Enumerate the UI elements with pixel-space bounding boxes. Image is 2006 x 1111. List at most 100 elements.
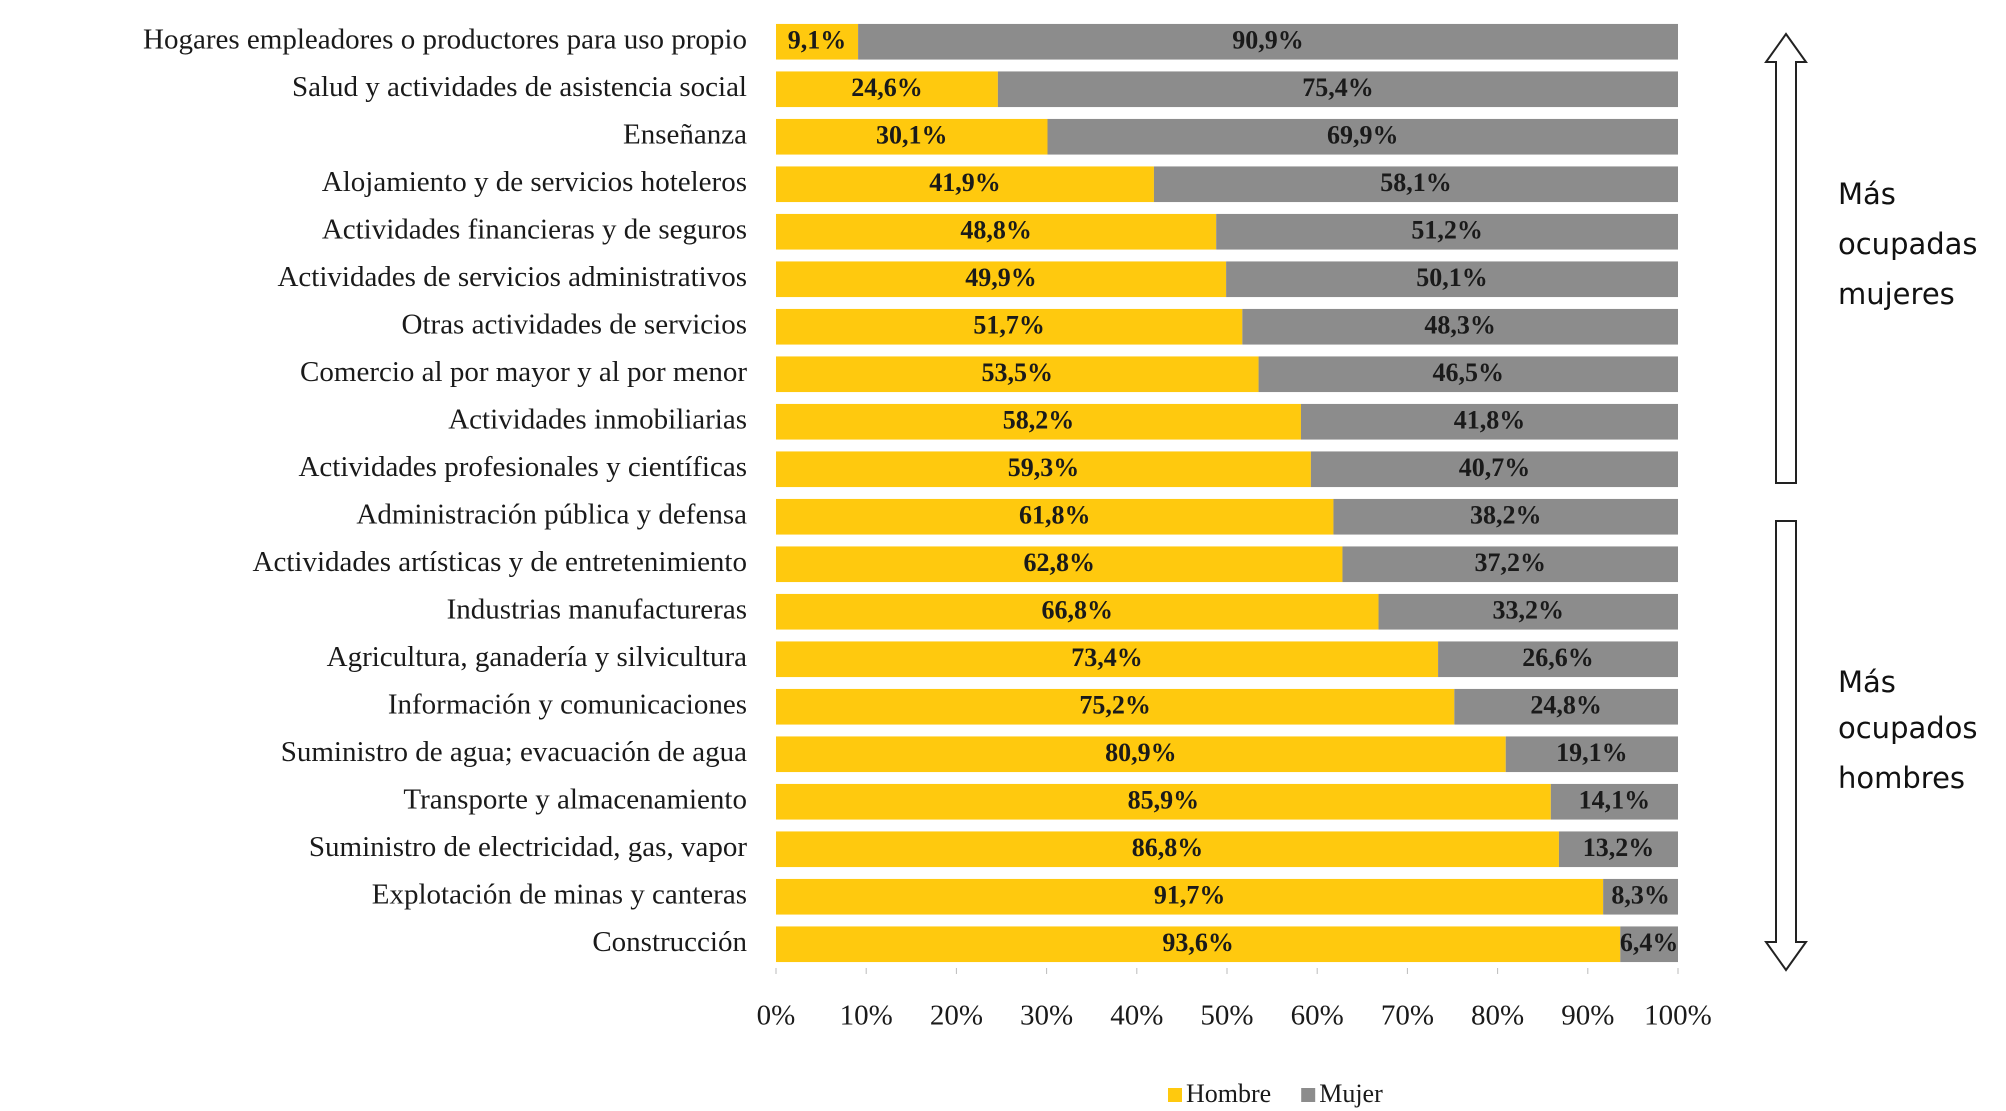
bar-segment: [1550, 783, 1678, 820]
value-label: 53,5%: [982, 358, 1054, 387]
bar-segment: [1242, 308, 1678, 345]
bar-segment: [776, 688, 1455, 725]
value-label: 37,2%: [1474, 548, 1546, 577]
value-label: 58,1%: [1380, 168, 1452, 197]
bar-segment: [776, 308, 1243, 345]
bar-segment: [776, 23, 859, 60]
legend-swatch: [1168, 1088, 1182, 1102]
bar-segment: [776, 403, 1301, 440]
value-label: 85,9%: [1128, 786, 1200, 815]
value-label: 6,4%: [1620, 928, 1679, 957]
arrow-up: [1764, 32, 1808, 484]
category-label: Actividades artísticas y de entretenimie…: [253, 546, 747, 578]
bar-segment: [1226, 261, 1678, 298]
value-label: 73,4%: [1071, 643, 1143, 672]
legend-swatch: [1301, 1088, 1316, 1102]
x-tick-label: 50%: [1200, 1000, 1253, 1032]
x-tick-label: 70%: [1381, 1000, 1434, 1032]
value-label: 58,2%: [1003, 406, 1075, 435]
value-label: 62,8%: [1023, 548, 1095, 577]
value-label: 51,7%: [973, 311, 1045, 340]
annotation-text: Más: [1838, 177, 1896, 211]
value-label: 49,9%: [965, 263, 1037, 292]
bar-segment: [776, 118, 1048, 155]
bar-segment: [858, 23, 1678, 60]
value-label: 61,8%: [1019, 501, 1091, 530]
value-label: 75,2%: [1079, 691, 1151, 720]
x-tick-label: 100%: [1644, 1000, 1712, 1032]
arrow-down: [1764, 520, 1808, 972]
x-tick-label: 80%: [1471, 1000, 1524, 1032]
value-label: 51,2%: [1411, 216, 1483, 245]
bar-segment: [1333, 498, 1678, 535]
category-label: Otras actividades de servicios: [402, 308, 747, 340]
value-label: 26,6%: [1522, 643, 1594, 672]
bar-segment: [1258, 356, 1678, 393]
bar-segment: [1216, 213, 1678, 250]
bar-segment: [1342, 546, 1678, 583]
value-label: 33,2%: [1493, 596, 1565, 625]
value-label: 13,2%: [1583, 833, 1655, 862]
annotation-text: mujeres: [1838, 277, 1955, 311]
value-label: 48,8%: [960, 216, 1032, 245]
value-label: 50,1%: [1416, 263, 1488, 292]
x-tick-label: 90%: [1561, 1000, 1614, 1032]
bar-segment: [1438, 641, 1678, 678]
bar-segment: [1047, 118, 1678, 155]
value-label: 40,7%: [1459, 453, 1531, 482]
category-label: Administración pública y defensa: [356, 498, 747, 530]
category-label: Información y comunicaciones: [388, 688, 747, 720]
bar-segment: [776, 166, 1154, 203]
value-label: 75,4%: [1302, 73, 1374, 102]
bar-segment: [776, 926, 1621, 963]
value-label: 59,3%: [1008, 453, 1080, 482]
bar-segment: [1454, 688, 1678, 725]
category-label: Enseñanza: [623, 118, 747, 150]
category-label: Hogares empleadores o productores para u…: [143, 23, 747, 55]
value-label: 86,8%: [1132, 833, 1204, 862]
value-label: 46,5%: [1433, 358, 1505, 387]
value-label: 93,6%: [1162, 928, 1234, 957]
annotation-text: Más: [1838, 665, 1896, 699]
category-label: Alojamiento y de servicios hoteleros: [322, 166, 747, 198]
category-label: Actividades financieras y de seguros: [322, 213, 747, 245]
category-label: Suministro de agua; evacuación de agua: [281, 736, 747, 768]
bar-segment: [776, 641, 1439, 678]
value-label: 90,9%: [1232, 26, 1304, 55]
category-label: Transporte y almacenamiento: [403, 783, 747, 815]
bar-segment: [1620, 926, 1678, 963]
bar-segment: [1378, 593, 1678, 630]
value-label: 41,8%: [1454, 406, 1526, 435]
annotation-text: ocupados: [1838, 711, 1978, 745]
bar-segment: [776, 783, 1551, 820]
bar-segment: [776, 498, 1334, 535]
value-label: 14,1%: [1579, 786, 1651, 815]
bar-segment: [776, 213, 1217, 250]
category-label: Actividades inmobiliarias: [448, 403, 747, 435]
value-label: 8,3%: [1611, 881, 1670, 910]
category-label: Actividades profesionales y científicas: [298, 451, 747, 483]
bar-segment: [1310, 451, 1678, 488]
category-label: Suministro de electricidad, gas, vapor: [309, 831, 747, 863]
annotation-text: ocupadas: [1838, 227, 1978, 261]
bar-segment: [776, 71, 998, 108]
value-label: 38,2%: [1470, 501, 1542, 530]
value-label: 66,8%: [1042, 596, 1114, 625]
legend-label: Mujer: [1319, 1079, 1383, 1108]
category-label: Salud y actividades de asistencia social: [292, 71, 747, 103]
category-label: Construcción: [592, 926, 747, 958]
category-label: Actividades de servicios administrativos: [277, 261, 747, 293]
bar-segment: [1603, 878, 1678, 915]
bar-segment: [776, 261, 1227, 298]
value-label: 80,9%: [1105, 738, 1177, 767]
bar-segment: [1153, 166, 1678, 203]
category-label: Agricultura, ganadería y silvicultura: [327, 641, 747, 673]
x-tick-label: 20%: [930, 1000, 983, 1032]
value-label: 91,7%: [1154, 881, 1226, 910]
value-label: 24,8%: [1530, 691, 1602, 720]
value-label: 9,1%: [788, 26, 847, 55]
value-label: 69,9%: [1327, 121, 1399, 150]
bar-segment: [997, 71, 1678, 108]
value-label: 41,9%: [929, 168, 1001, 197]
value-label: 19,1%: [1556, 738, 1628, 767]
